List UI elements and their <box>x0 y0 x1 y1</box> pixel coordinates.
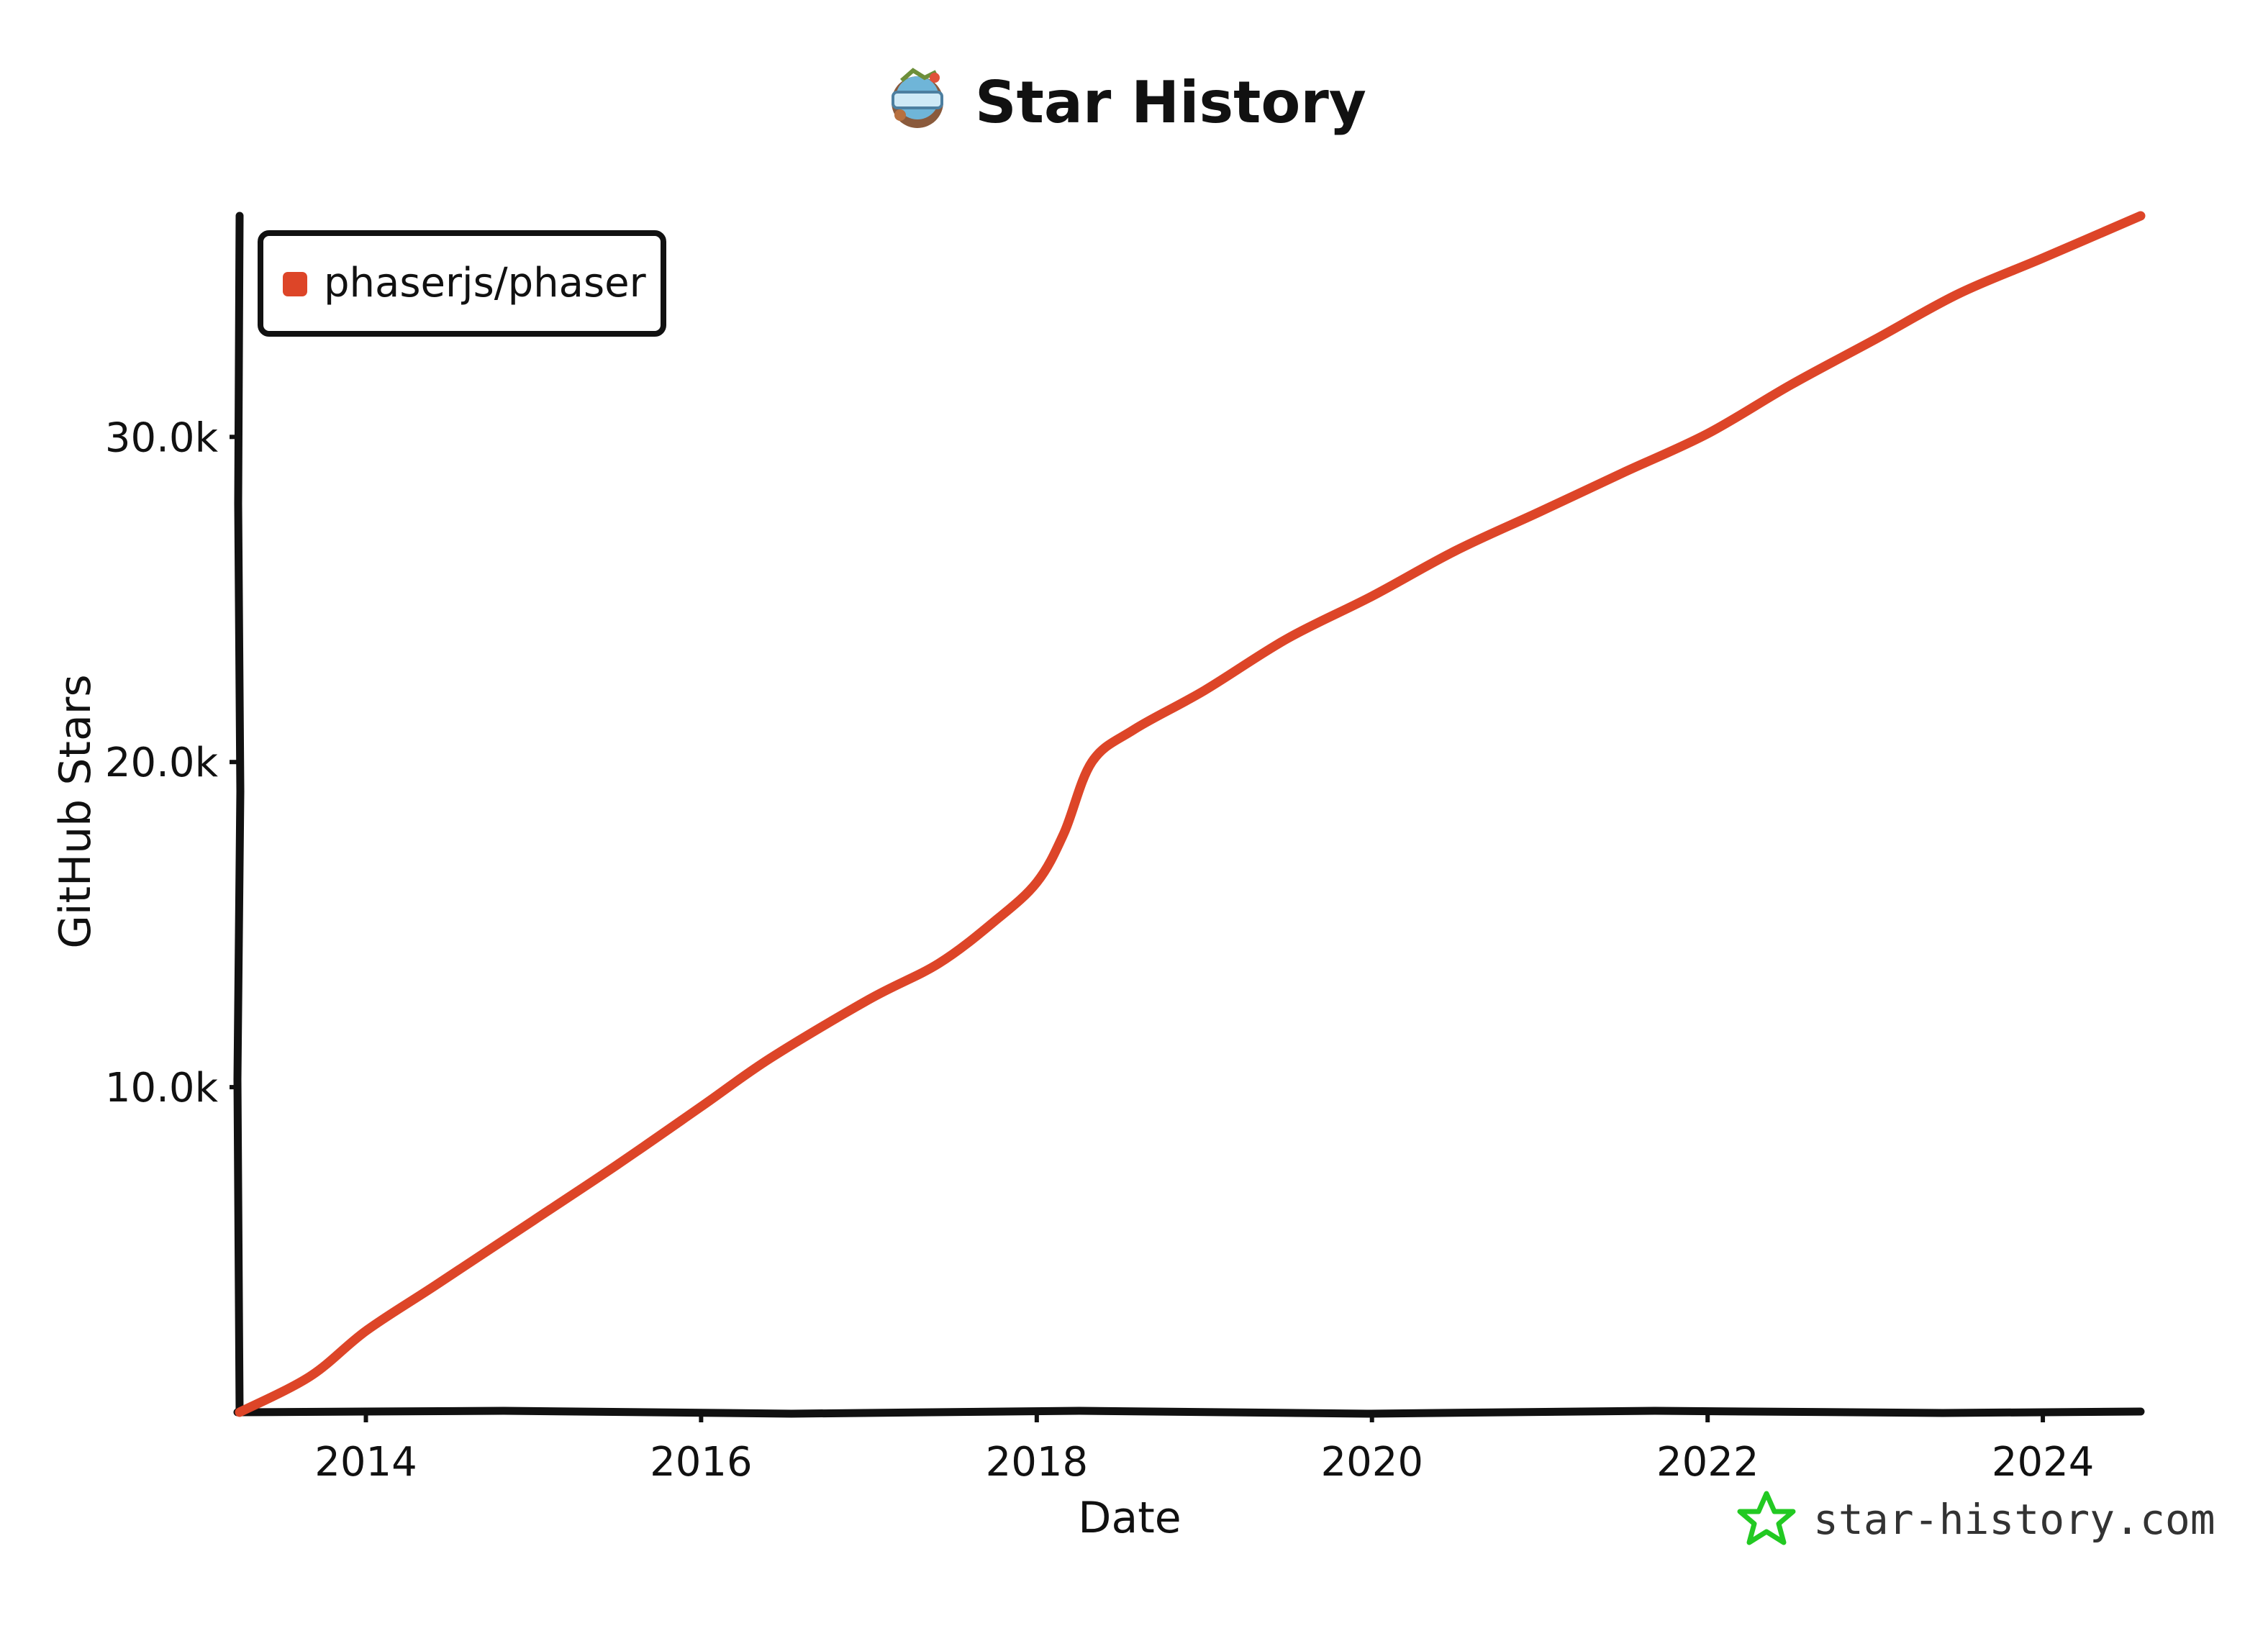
chart-title-text: Star History <box>975 69 1366 136</box>
star-icon <box>1737 1491 1796 1545</box>
legend: phaserjs/phaser <box>258 230 666 337</box>
y-tick-label-30.0k: 30.0k <box>105 414 219 461</box>
x-tick-label-2016: 2016 <box>650 1439 753 1486</box>
x-tick-label-2014: 2014 <box>314 1439 417 1486</box>
legend-box <box>258 230 666 337</box>
y-axis-label: GitHub Stars <box>50 674 101 948</box>
legend-swatch-phaserjs-phaser <box>283 272 307 296</box>
axes <box>233 212 2145 1418</box>
x-axis-ticks: 2014 2016 2018 2020 2022 2024 <box>314 1412 2094 1486</box>
y-tick-label-10.0k: 10.0k <box>105 1065 219 1112</box>
x-axis-label: Date <box>1078 1493 1181 1543</box>
chart-title: Star History <box>892 68 1366 136</box>
x-tick-label-2020: 2020 <box>1320 1439 1423 1486</box>
y-axis-line <box>233 212 245 1417</box>
watermark: star-history.com <box>1737 1491 2215 1545</box>
legend-label-phaserjs-phaser: phaserjs/phaser <box>324 260 647 306</box>
y-axis-ticks: 10.0k 20.0k 30.0k <box>105 414 240 1112</box>
watermark-text: star-history.com <box>1813 1495 2215 1544</box>
x-tick-label-2024: 2024 <box>1992 1439 2095 1486</box>
x-axis-line <box>233 1406 2145 1418</box>
x-tick-label-2022: 2022 <box>1656 1439 1759 1486</box>
phaser-logo-icon <box>892 68 943 128</box>
series-line-phaserjs-phaser <box>235 211 2146 1417</box>
x-tick-label-2018: 2018 <box>986 1439 1089 1486</box>
y-tick-label-20.0k: 20.0k <box>105 740 219 786</box>
